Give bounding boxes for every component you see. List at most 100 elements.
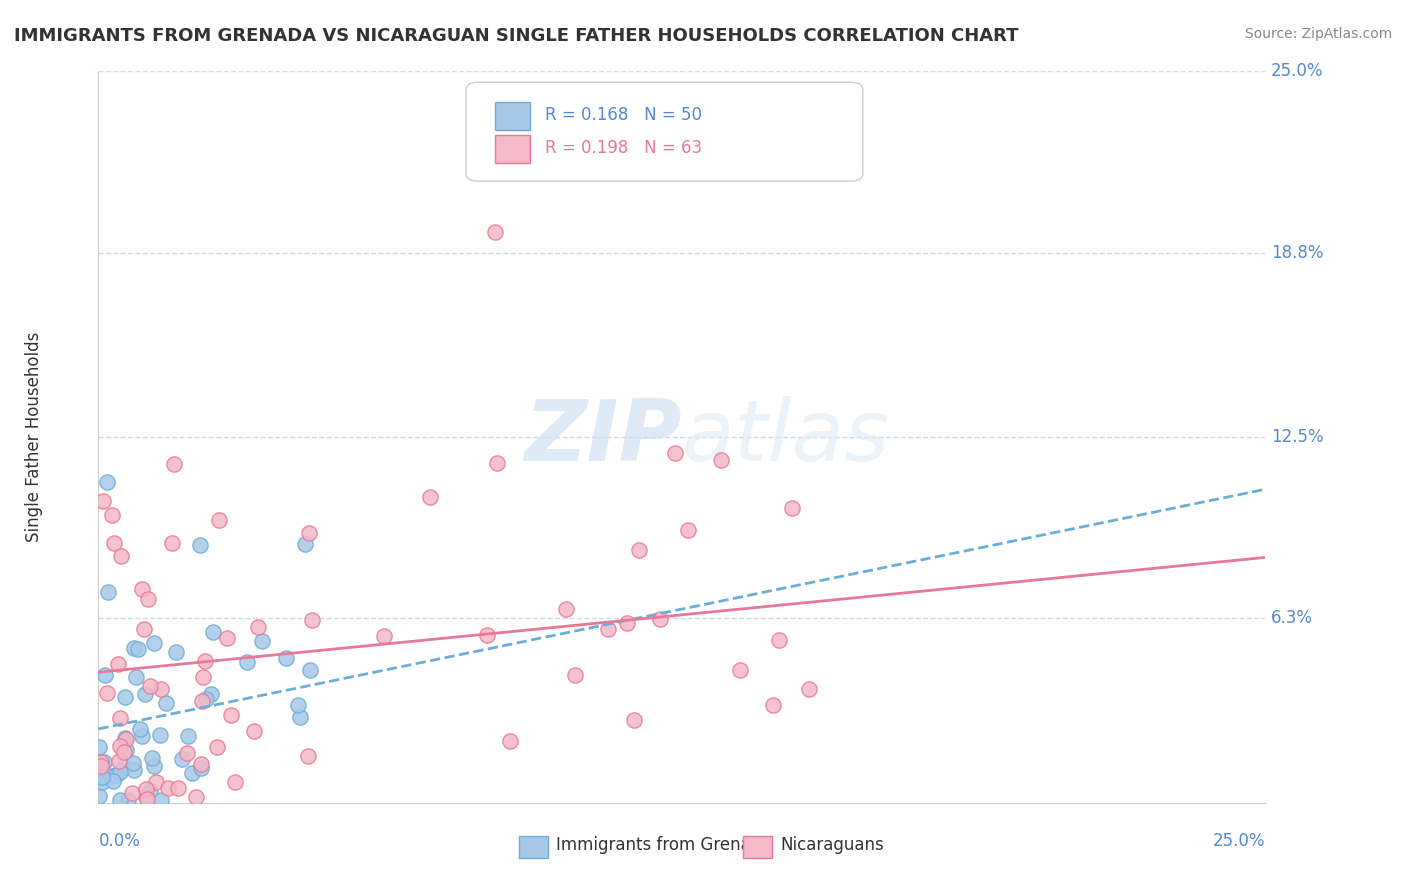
- Text: Nicaraguans: Nicaraguans: [780, 836, 884, 855]
- Point: [89, 789, 111, 803]
- Point: [200, 687, 222, 701]
- Point: [475, 628, 498, 642]
- Point: [131, 582, 153, 596]
- Point: [100, 769, 122, 783]
- Point: [142, 636, 165, 650]
- Point: [90, 756, 112, 770]
- Point: [564, 667, 586, 681]
- Point: [250, 634, 273, 648]
- Point: [138, 591, 160, 606]
- Point: [108, 792, 131, 806]
- Point: [108, 754, 131, 768]
- Point: [221, 708, 243, 723]
- FancyBboxPatch shape: [495, 135, 530, 163]
- Point: [139, 784, 162, 798]
- Point: [97, 584, 120, 599]
- Point: [138, 679, 160, 693]
- FancyBboxPatch shape: [495, 102, 530, 130]
- Text: IMMIGRANTS FROM GRENADA VS NICARAGUAN SINGLE FATHER HOUSEHOLDS CORRELATION CHART: IMMIGRANTS FROM GRENADA VS NICARAGUAN SI…: [14, 27, 1018, 45]
- Point: [90, 774, 112, 789]
- Point: [648, 612, 671, 626]
- Point: [215, 631, 238, 645]
- FancyBboxPatch shape: [742, 836, 772, 858]
- Point: [627, 543, 650, 558]
- Point: [107, 657, 129, 671]
- Point: [160, 536, 183, 550]
- Point: [294, 537, 316, 551]
- Point: [299, 664, 322, 678]
- Point: [135, 782, 157, 797]
- Point: [194, 692, 217, 706]
- Point: [134, 622, 156, 636]
- Point: [247, 620, 270, 634]
- Point: [236, 656, 259, 670]
- Point: [373, 629, 395, 643]
- Text: 18.8%: 18.8%: [1271, 244, 1323, 261]
- Point: [110, 549, 132, 563]
- Point: [142, 759, 165, 773]
- Point: [101, 508, 124, 522]
- Point: [485, 456, 508, 470]
- Text: Source: ZipAtlas.com: Source: ZipAtlas.com: [1244, 27, 1392, 41]
- Point: [117, 793, 139, 807]
- Text: 25.0%: 25.0%: [1213, 832, 1265, 850]
- Text: 12.5%: 12.5%: [1271, 428, 1324, 446]
- Point: [115, 731, 138, 746]
- Point: [112, 760, 135, 774]
- Point: [87, 739, 110, 754]
- Point: [96, 475, 118, 489]
- Point: [90, 759, 112, 773]
- Point: [191, 694, 214, 708]
- Point: [664, 446, 686, 460]
- Point: [110, 711, 132, 725]
- Point: [288, 710, 311, 724]
- Point: [301, 613, 323, 627]
- Point: [114, 745, 136, 759]
- Point: [191, 670, 214, 684]
- Point: [728, 663, 751, 677]
- Point: [121, 756, 143, 771]
- Point: [114, 731, 136, 745]
- Point: [190, 761, 212, 775]
- Point: [148, 728, 170, 742]
- Text: 6.3%: 6.3%: [1271, 609, 1313, 627]
- Point: [555, 602, 578, 616]
- Point: [127, 641, 149, 656]
- Point: [104, 768, 127, 782]
- Point: [131, 729, 153, 743]
- Text: R = 0.168   N = 50: R = 0.168 N = 50: [546, 106, 703, 124]
- Point: [616, 615, 638, 630]
- Point: [91, 770, 114, 784]
- Point: [484, 225, 506, 239]
- Point: [797, 681, 820, 696]
- Text: ZIP: ZIP: [524, 395, 682, 479]
- Point: [297, 748, 319, 763]
- Point: [676, 524, 699, 538]
- Point: [135, 791, 157, 805]
- Point: [93, 755, 115, 769]
- Point: [768, 633, 790, 648]
- Point: [96, 686, 118, 700]
- FancyBboxPatch shape: [465, 82, 863, 181]
- Point: [208, 513, 231, 527]
- Point: [176, 747, 198, 761]
- Point: [108, 764, 131, 779]
- Point: [194, 654, 217, 668]
- Point: [190, 538, 212, 552]
- Point: [162, 457, 184, 471]
- Point: [134, 687, 156, 701]
- Text: 25.0%: 25.0%: [1271, 62, 1323, 80]
- Point: [184, 790, 207, 805]
- Point: [129, 722, 152, 736]
- Point: [157, 781, 180, 796]
- Point: [172, 751, 194, 765]
- Text: atlas: atlas: [682, 395, 890, 479]
- Point: [115, 743, 138, 757]
- Point: [419, 490, 441, 504]
- Point: [205, 739, 228, 754]
- Point: [94, 668, 117, 682]
- Point: [287, 698, 309, 712]
- Text: Immigrants from Grenada: Immigrants from Grenada: [555, 836, 772, 855]
- Point: [780, 501, 803, 516]
- Point: [121, 785, 143, 799]
